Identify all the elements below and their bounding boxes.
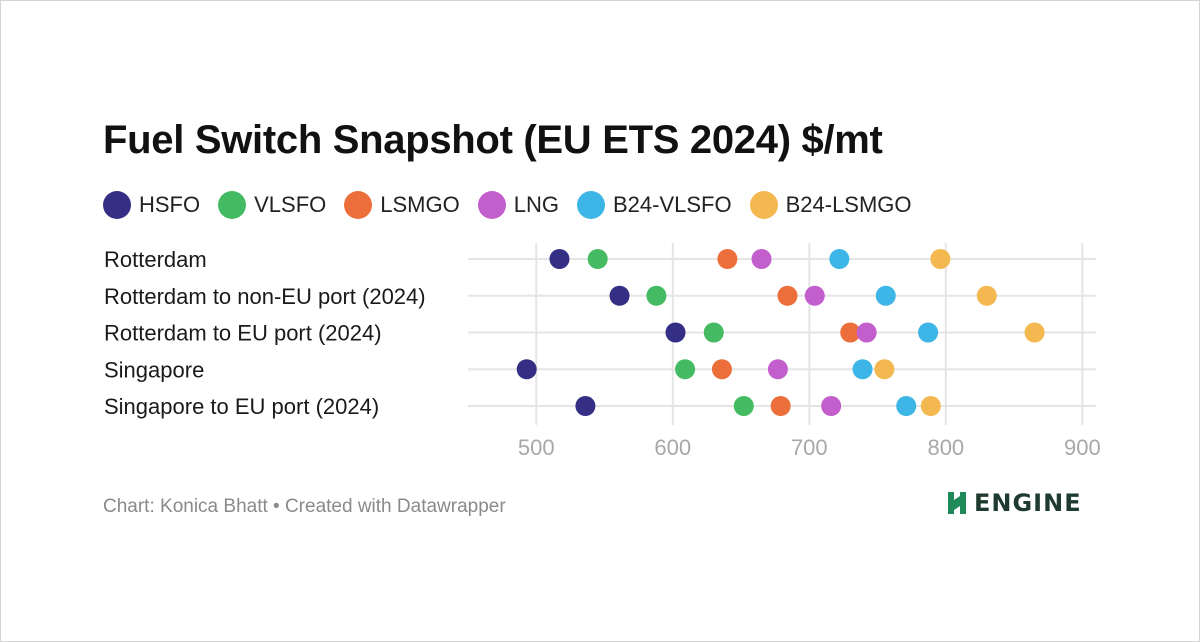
chart-title: Fuel Switch Snapshot (EU ETS 2024) $/mt: [103, 118, 883, 162]
data-point-b24-lsmgo[interactable]: [874, 359, 895, 380]
data-point-vlsfo[interactable]: [733, 396, 754, 416]
data-point-hsfo[interactable]: [516, 359, 537, 380]
data-point-b24-vlsfo[interactable]: [829, 249, 850, 269]
chart-credit: Chart: Konica Bhatt • Created with Dataw…: [103, 496, 506, 517]
row-label: Rotterdam to EU port (2024): [104, 321, 382, 346]
data-point-b24-lsmgo[interactable]: [920, 396, 941, 416]
data-points: [516, 249, 1045, 416]
x-tick-label: 700: [791, 435, 828, 460]
legend-item-lng: LNG: [477, 191, 559, 219]
x-axis-tick-labels: 500 600 700 800 900: [518, 435, 1101, 460]
row-label: Rotterdam: [104, 247, 207, 272]
data-point-lng[interactable]: [751, 249, 772, 269]
data-point-b24-lsmgo[interactable]: [1024, 322, 1045, 343]
legend-label: LSMGO: [380, 192, 460, 217]
legend-label: LNG: [513, 192, 559, 217]
x-tick-label: 500: [518, 435, 555, 460]
legend-swatch: [576, 191, 605, 219]
data-point-hsfo[interactable]: [665, 322, 686, 343]
legend-item-hsfo: HSFO: [103, 191, 200, 219]
legend-swatch: [477, 191, 506, 219]
data-point-lng[interactable]: [821, 396, 842, 416]
row-label: Singapore: [104, 357, 204, 382]
data-point-vlsfo[interactable]: [587, 249, 608, 269]
engine-logo: ENGINE: [946, 488, 1082, 518]
data-point-vlsfo[interactable]: [646, 285, 667, 306]
data-point-hsfo[interactable]: [575, 396, 596, 416]
x-tick-label: 900: [1064, 435, 1101, 460]
x-tick-label: 600: [654, 435, 691, 460]
data-point-b24-lsmgo[interactable]: [930, 249, 951, 269]
data-point-lsmgo[interactable]: [770, 396, 791, 416]
engine-logo-text: ENGINE: [974, 489, 1082, 517]
legend: HSFO VLSFO LSMGO LNG B24-VLSFO B24-LSMGO: [103, 190, 930, 220]
row-label: Singapore to EU port (2024): [104, 394, 379, 419]
legend-label: VLSFO: [254, 192, 327, 217]
legend-swatch: [103, 191, 131, 219]
data-point-vlsfo[interactable]: [675, 359, 696, 380]
data-point-b24-lsmgo[interactable]: [976, 285, 997, 306]
data-point-lsmgo[interactable]: [711, 359, 732, 380]
data-point-lsmgo[interactable]: [840, 322, 861, 343]
data-point-lng[interactable]: [804, 285, 825, 306]
x-tick-label: 800: [927, 435, 964, 460]
row-label: Rotterdam to non-EU port (2024): [104, 284, 426, 309]
data-point-vlsfo[interactable]: [703, 322, 724, 343]
data-point-lsmgo[interactable]: [777, 285, 798, 306]
legend-label: B24-LSMGO: [785, 192, 912, 217]
data-point-lng[interactable]: [856, 322, 877, 343]
data-point-b24-vlsfo[interactable]: [852, 359, 873, 380]
data-point-lng[interactable]: [767, 359, 788, 380]
legend-item-b24-vlsfo: B24-VLSFO: [576, 191, 732, 219]
data-point-hsfo[interactable]: [549, 249, 570, 269]
data-point-b24-vlsfo[interactable]: [918, 322, 939, 343]
row-labels: Rotterdam Rotterdam to non-EU port (2024)…: [104, 247, 426, 419]
engine-logo-mark-icon: [948, 492, 966, 514]
legend-item-lsmgo: LSMGO: [344, 191, 460, 219]
legend-swatch: [218, 191, 247, 219]
legend-label: B24-VLSFO: [612, 192, 732, 217]
legend-item-vlsfo: VLSFO: [218, 191, 326, 219]
data-point-b24-vlsfo[interactable]: [875, 285, 896, 306]
legend-label: HSFO: [139, 192, 201, 217]
legend-swatch: [749, 191, 778, 219]
data-point-hsfo[interactable]: [609, 285, 630, 306]
data-point-b24-vlsfo[interactable]: [896, 396, 917, 416]
legend-swatch: [344, 191, 373, 219]
data-point-lsmgo[interactable]: [717, 249, 738, 269]
legend-item-b24-lsmgo: B24-LSMGO: [749, 191, 912, 219]
